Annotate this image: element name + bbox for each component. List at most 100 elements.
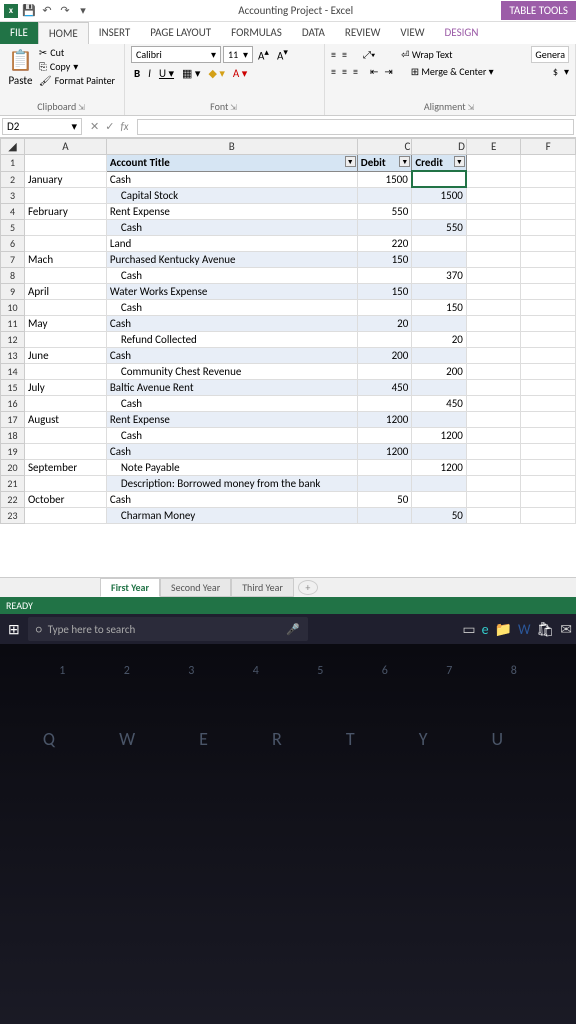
font-color-button[interactable]: A ▾ xyxy=(230,66,250,81)
cell[interactable] xyxy=(521,204,576,220)
filter-icon[interactable]: ▼ xyxy=(454,156,465,167)
cell[interactable] xyxy=(25,444,107,460)
col-header-c[interactable]: C xyxy=(357,139,412,155)
format-painter-button[interactable]: 🖌Format Painter xyxy=(39,74,115,87)
border-button[interactable]: ▦ ▾ xyxy=(179,66,203,81)
font-size-select[interactable]: 11▾ xyxy=(223,46,253,63)
underline-button[interactable]: U ▾ xyxy=(156,66,177,81)
paste-button[interactable]: 📋 Paste xyxy=(6,46,35,98)
cell[interactable]: Cash xyxy=(106,444,357,460)
cell[interactable] xyxy=(466,187,521,204)
font-launcher-icon[interactable]: ⇲ xyxy=(228,103,239,113)
cell[interactable] xyxy=(466,236,521,252)
cell[interactable] xyxy=(357,268,412,284)
cell[interactable]: January xyxy=(25,171,107,187)
cell[interactable]: Capital Stock xyxy=(106,187,357,204)
tab-data[interactable]: DATA xyxy=(292,22,335,44)
tab-formulas[interactable]: FORMULAS xyxy=(221,22,292,44)
cell[interactable] xyxy=(521,428,576,444)
cell[interactable] xyxy=(412,444,467,460)
row-header[interactable]: 19 xyxy=(1,444,25,460)
cell[interactable] xyxy=(412,492,467,508)
word-icon[interactable]: W xyxy=(518,621,530,638)
cell[interactable] xyxy=(521,332,576,348)
cell[interactable] xyxy=(25,508,107,524)
decrease-indent-icon[interactable]: ⇤ xyxy=(370,65,378,78)
cell[interactable]: 450 xyxy=(357,380,412,396)
cell[interactable] xyxy=(357,476,412,492)
cell[interactable] xyxy=(521,396,576,412)
cell[interactable] xyxy=(25,236,107,252)
cell[interactable] xyxy=(466,268,521,284)
cell[interactable]: 50 xyxy=(357,492,412,508)
cell[interactable] xyxy=(25,428,107,444)
enter-icon[interactable]: ✓ xyxy=(105,120,114,133)
filter-icon[interactable]: ▼ xyxy=(345,156,356,167)
undo-icon[interactable]: ↶ xyxy=(40,4,54,18)
cell[interactable] xyxy=(412,204,467,220)
row-header[interactable]: 13 xyxy=(1,348,25,364)
cell[interactable] xyxy=(466,412,521,428)
tab-page-layout[interactable]: PAGE LAYOUT xyxy=(140,22,221,44)
col-header-a[interactable]: A xyxy=(25,139,107,155)
cell[interactable] xyxy=(466,300,521,316)
cell[interactable] xyxy=(521,412,576,428)
cell[interactable]: June xyxy=(25,348,107,364)
cell[interactable] xyxy=(466,460,521,476)
cell[interactable] xyxy=(357,300,412,316)
cell[interactable] xyxy=(521,252,576,268)
spreadsheet-grid[interactable]: ◢ A B C D E F 1 Account Title▼ Debit▼ Cr… xyxy=(0,138,576,577)
cell[interactable]: Mach xyxy=(25,252,107,268)
row-header[interactable]: 2 xyxy=(1,171,25,187)
table-header-debit[interactable]: Debit▼ xyxy=(357,155,412,172)
cell[interactable]: Charman Money xyxy=(106,508,357,524)
table-header-credit[interactable]: Credit▼ xyxy=(412,155,467,172)
cell[interactable] xyxy=(521,460,576,476)
cell[interactable]: Rent Expense xyxy=(106,412,357,428)
cell[interactable]: 370 xyxy=(412,268,467,284)
cell[interactable]: 550 xyxy=(357,204,412,220)
cell[interactable] xyxy=(521,508,576,524)
mail-icon[interactable]: ✉ xyxy=(560,621,572,638)
row-header[interactable]: 14 xyxy=(1,364,25,380)
col-header-e[interactable]: E xyxy=(466,139,521,155)
cell[interactable] xyxy=(466,220,521,236)
cell[interactable]: Cash xyxy=(106,492,357,508)
cell[interactable] xyxy=(466,171,521,187)
cell[interactable]: October xyxy=(25,492,107,508)
fill-color-button[interactable]: ◆ ▾ xyxy=(205,66,227,81)
cell[interactable] xyxy=(25,268,107,284)
italic-button[interactable]: I xyxy=(145,66,154,81)
increase-indent-icon[interactable]: ⇥ xyxy=(384,65,392,78)
cell[interactable] xyxy=(357,364,412,380)
add-sheet-button[interactable]: + xyxy=(298,580,318,595)
tab-file[interactable]: FILE xyxy=(0,22,38,44)
row-header[interactable]: 11 xyxy=(1,316,25,332)
cell[interactable] xyxy=(466,348,521,364)
tab-view[interactable]: VIEW xyxy=(390,22,434,44)
qat-dropdown-icon[interactable]: ▾ xyxy=(76,4,90,18)
row-header[interactable]: 7 xyxy=(1,252,25,268)
cell[interactable] xyxy=(466,364,521,380)
cell[interactable]: 550 xyxy=(412,220,467,236)
cell[interactable] xyxy=(25,155,107,172)
cell[interactable] xyxy=(521,380,576,396)
formula-bar[interactable] xyxy=(137,119,574,135)
cell[interactable]: 1500 xyxy=(357,171,412,187)
cell[interactable] xyxy=(521,284,576,300)
filter-icon[interactable]: ▼ xyxy=(399,156,410,167)
cell[interactable] xyxy=(521,300,576,316)
row-header[interactable]: 3 xyxy=(1,187,25,204)
name-box[interactable]: D2▾ xyxy=(2,118,82,135)
align-top-icon[interactable]: ≡ xyxy=(331,48,336,61)
row-header[interactable]: 17 xyxy=(1,412,25,428)
cell[interactable]: 450 xyxy=(412,396,467,412)
orientation-icon[interactable]: ⤢▾ xyxy=(363,48,375,61)
row-header[interactable]: 20 xyxy=(1,460,25,476)
cell[interactable] xyxy=(25,220,107,236)
cell[interactable]: 20 xyxy=(357,316,412,332)
cell[interactable] xyxy=(466,396,521,412)
align-left-icon[interactable]: ≡ xyxy=(331,65,336,78)
row-header[interactable]: 10 xyxy=(1,300,25,316)
align-right-icon[interactable]: ≡ xyxy=(353,65,358,78)
